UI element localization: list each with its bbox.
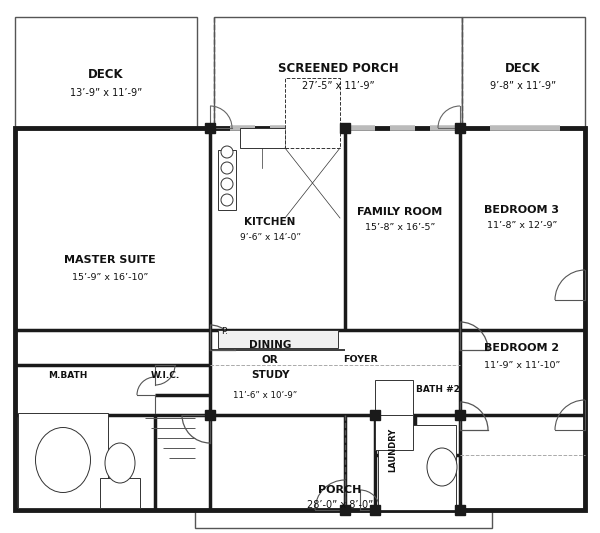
Text: 11’-9” x 11’-10”: 11’-9” x 11’-10” [484,360,560,369]
Text: 11’-6” x 10’-9”: 11’-6” x 10’-9” [233,391,297,400]
Bar [18,413,108,508]
Bar [375,412,413,450]
Text: LAUNDRY: LAUNDRY [389,428,398,472]
Text: BEDROOM 2: BEDROOM 2 [484,343,560,353]
Bar [205,410,215,420]
Text: 11’-8” x 12’-9”: 11’-8” x 12’-9” [487,222,557,230]
Text: DINING: DINING [249,340,291,350]
Text: DECK: DECK [88,69,124,82]
Bar [218,330,338,348]
Text: 13’-9” x 11’-9”: 13’-9” x 11’-9” [70,88,142,98]
Bar [285,78,340,148]
Text: KITCHEN: KITCHEN [244,217,296,227]
Bar [370,505,380,515]
Ellipse shape [35,427,91,492]
Text: SCREENED PORCH: SCREENED PORCH [278,61,398,75]
Bar [462,17,585,128]
Bar [15,17,197,128]
Circle shape [221,146,233,158]
Text: P.: P. [221,327,229,336]
Circle shape [221,178,233,190]
Text: MASTER SUITE: MASTER SUITE [64,255,156,265]
Bar [15,128,585,510]
Text: 28’-0” x 8’-0”: 28’-0” x 8’-0” [307,500,373,510]
Bar [455,505,465,515]
Bar [370,410,380,420]
Ellipse shape [427,448,457,486]
Bar [205,123,215,133]
Circle shape [221,194,233,206]
Text: FOYER: FOYER [343,356,377,365]
Text: 27’-5” x 11’-9”: 27’-5” x 11’-9” [302,81,374,91]
Text: STUDY: STUDY [251,370,289,380]
Bar [214,17,462,128]
Bar [455,410,465,420]
Ellipse shape [105,443,135,483]
Text: 9’-6” x 14’-0”: 9’-6” x 14’-0” [239,233,301,243]
Text: BEDROOM 3: BEDROOM 3 [485,205,560,215]
Text: DECK: DECK [505,61,541,75]
Text: BATH #2: BATH #2 [416,385,460,394]
Text: 15’-9” x 16’-10”: 15’-9” x 16’-10” [72,273,148,282]
Text: M.BATH: M.BATH [49,370,88,379]
Bar [455,123,465,133]
Bar [100,478,140,508]
Bar [195,510,492,528]
Text: W.I.C.: W.I.C. [151,370,179,379]
Bar [375,380,413,415]
Text: PORCH: PORCH [319,485,362,495]
Bar [340,505,350,515]
Text: 15’-8” x 16’-5”: 15’-8” x 16’-5” [365,223,435,232]
Bar [340,123,350,133]
Bar [240,128,285,148]
Text: FAMILY ROOM: FAMILY ROOM [358,207,443,217]
Text: OR: OR [262,355,278,365]
Circle shape [221,162,233,174]
Text: 9’-8” x 11’-9”: 9’-8” x 11’-9” [490,81,556,91]
Bar [218,150,236,210]
Bar [378,425,456,510]
